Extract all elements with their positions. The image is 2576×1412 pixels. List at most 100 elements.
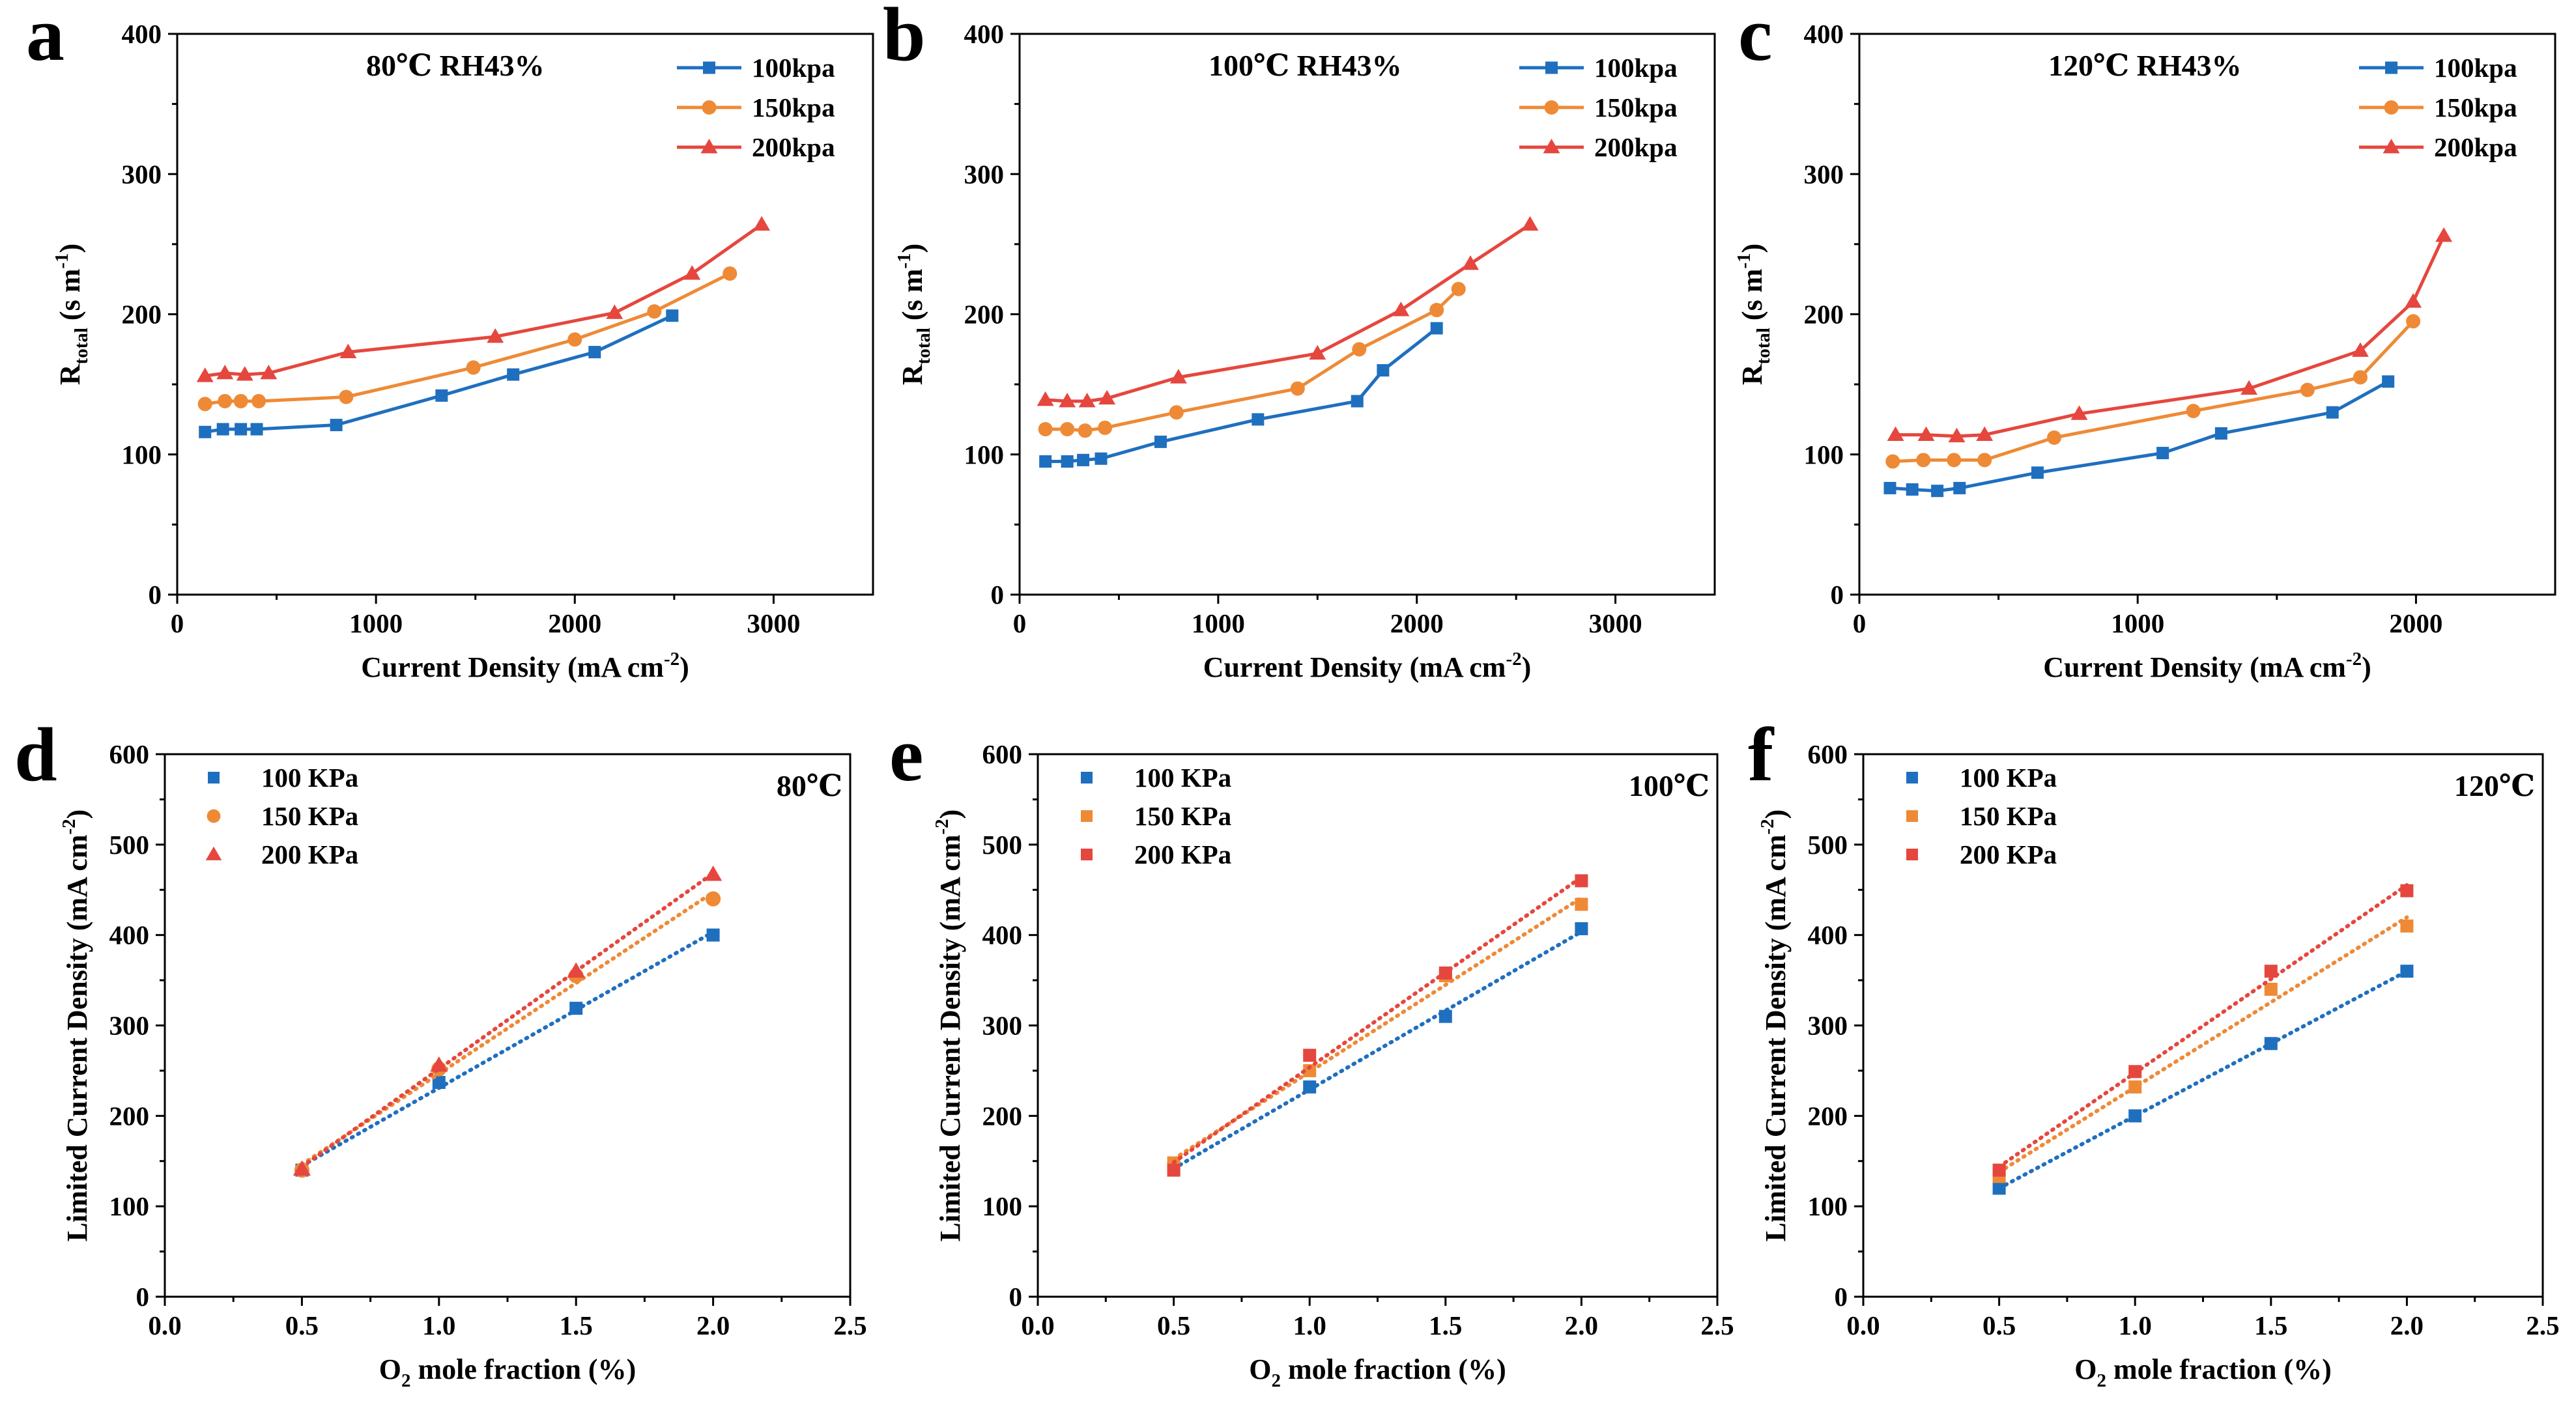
data-point (588, 346, 601, 359)
legend-marker (1906, 849, 1918, 860)
data-point (1303, 1049, 1317, 1062)
legend-label: 200kpa (752, 132, 835, 162)
series-150-kpa (1167, 896, 1588, 1170)
data-point (251, 393, 266, 408)
x-tick-label: 0.0 (1021, 1310, 1054, 1340)
x-tick-label: 1.5 (1429, 1310, 1462, 1340)
x-tick-label: 1.5 (2254, 1310, 2287, 1340)
legend-label: 200 KPa (1134, 840, 1231, 869)
chart-panel-b: b 0 1000 2000 3000 0 100 200 300 400 Current Densi… (883, 0, 1716, 683)
x-axis-title: Current Density (mA cm-2) (2043, 649, 2371, 683)
legend-marker (2385, 61, 2397, 74)
data-point (2400, 965, 2414, 978)
data-point (1039, 455, 1052, 468)
chart-title: 120℃ (2454, 769, 2535, 802)
legend: 100 KPa 150 KPa 200 KPa (205, 763, 358, 869)
legend-marker (1081, 772, 1093, 784)
legend-label: 100 KPa (1960, 763, 2057, 793)
data-point (1992, 1181, 2006, 1195)
fit-line (1997, 969, 2409, 1191)
data-point (2047, 430, 2062, 445)
y-tick-label: 0 (149, 580, 162, 610)
data-point (233, 393, 248, 408)
x-tick-label: 3000 (1589, 608, 1642, 638)
data-point (706, 928, 720, 942)
data-point (2405, 293, 2422, 308)
y-tick-label: 0 (136, 1282, 150, 1312)
x-tick-label: 2.0 (2390, 1310, 2424, 1340)
data-point (2300, 382, 2315, 397)
legend-marker (1906, 810, 1918, 822)
data-point (1303, 1080, 1317, 1094)
series-150kpa (1885, 314, 2421, 469)
data-point (1167, 1163, 1181, 1177)
data-point (235, 423, 248, 436)
fit-line (1171, 875, 1584, 1165)
data-point (1377, 364, 1390, 377)
data-point (1992, 1163, 2006, 1177)
legend-label: 150kpa (1594, 92, 1678, 122)
data-point (1290, 381, 1305, 396)
data-point (1575, 897, 1588, 911)
legend-label: 200 KPa (261, 840, 358, 869)
y-tick-label: 300 (1804, 159, 1844, 189)
legend-marker (702, 100, 717, 115)
x-tick-label: 0.5 (1157, 1310, 1190, 1340)
data-point (2264, 1037, 2278, 1051)
legend-marker (1081, 810, 1093, 822)
panel-letter: b (883, 0, 926, 77)
data-point (606, 304, 623, 319)
legend-label: 150kpa (752, 92, 835, 122)
data-point (2382, 375, 2395, 388)
chart-panel-f: f 0.0 0.5 1.0 1.5 2.0 2.5 0 100 200 300 400 500 600 O2… (1748, 712, 2560, 1391)
data-point (1429, 303, 1444, 318)
x-axis-title: O2 mole fraction (%) (1249, 1353, 1506, 1391)
data-point (339, 343, 357, 359)
data-point (1059, 392, 1076, 408)
y-axis-title: Limited Current Density (mA cm-2) (59, 810, 93, 1242)
y-tick-label: 600 (1808, 739, 1848, 769)
y-tick-label: 500 (982, 830, 1023, 860)
legend-label: 100 KPa (1134, 763, 1231, 793)
y-tick-label: 600 (982, 739, 1023, 769)
data-point (753, 216, 771, 231)
legend-label: 100kpa (1594, 53, 1678, 83)
data-point (196, 367, 214, 382)
data-point (1916, 453, 1931, 468)
x-tick-label: 2.0 (696, 1310, 730, 1340)
fit-line (300, 930, 715, 1168)
data-point (2326, 406, 2339, 419)
legend-marker (703, 61, 715, 74)
data-point (706, 891, 721, 907)
data-point (647, 304, 662, 319)
data-point (1976, 426, 1994, 442)
data-point (1060, 421, 1075, 437)
y-tick-label: 0 (1835, 1282, 1848, 1312)
data-point (2435, 227, 2453, 242)
legend-label: 100kpa (2434, 53, 2517, 83)
legend-label: 200kpa (2434, 132, 2517, 162)
data-point (1252, 413, 1265, 426)
series-200kpa (196, 216, 771, 382)
chart-panel-c: c 0 1000 2000 0 100 200 300 400 Current Density (… (1734, 0, 2556, 683)
legend-marker (700, 139, 718, 154)
y-tick-label: 400 (1808, 920, 1848, 950)
panel-letter: c (1738, 0, 1772, 77)
data-point (260, 364, 278, 380)
data-point (1098, 420, 1113, 435)
y-tick-label: 100 (1808, 1191, 1848, 1221)
panel-letter: d (14, 712, 57, 797)
legend-label: 200kpa (1594, 132, 1678, 162)
data-point (1451, 281, 1466, 296)
data-point (1077, 453, 1090, 466)
y-tick-label: 200 (982, 1101, 1023, 1131)
data-point (1352, 342, 1367, 357)
data-point (2400, 919, 2414, 933)
data-point (197, 397, 212, 412)
legend-marker (207, 809, 221, 823)
data-point (2128, 1109, 2142, 1123)
data-point (1037, 391, 1054, 406)
y-tick-label: 100 (122, 440, 162, 470)
axes-frame (164, 753, 852, 1298)
